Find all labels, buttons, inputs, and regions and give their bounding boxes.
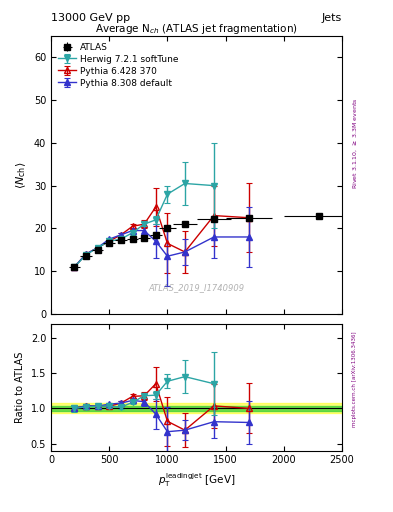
Text: Rivet 3.1.10, $\geq$ 3.3M events: Rivet 3.1.10, $\geq$ 3.3M events — [352, 98, 359, 189]
Text: Jets: Jets — [321, 13, 342, 23]
X-axis label: $p_{\mathrm{T}}^{\mathrm{leading jet}}$ [GeV]: $p_{\mathrm{T}}^{\mathrm{leading jet}}$ … — [158, 471, 235, 489]
Y-axis label: Ratio to ATLAS: Ratio to ATLAS — [15, 352, 25, 423]
Legend: ATLAS, Herwig 7.2.1 softTune, Pythia 6.428 370, Pythia 8.308 default: ATLAS, Herwig 7.2.1 softTune, Pythia 6.4… — [55, 40, 181, 91]
Text: mcplots.cern.ch [arXiv:1306.3436]: mcplots.cern.ch [arXiv:1306.3436] — [352, 331, 357, 426]
Y-axis label: $\langle N_{\mathrm{ch}}\rangle$: $\langle N_{\mathrm{ch}}\rangle$ — [15, 161, 28, 189]
Text: ATLAS_2019_I1740909: ATLAS_2019_I1740909 — [149, 283, 244, 292]
Title: Average N$_{ch}$ (ATLAS jet fragmentation): Average N$_{ch}$ (ATLAS jet fragmentatio… — [95, 22, 298, 36]
Text: 13000 GeV pp: 13000 GeV pp — [51, 13, 130, 23]
